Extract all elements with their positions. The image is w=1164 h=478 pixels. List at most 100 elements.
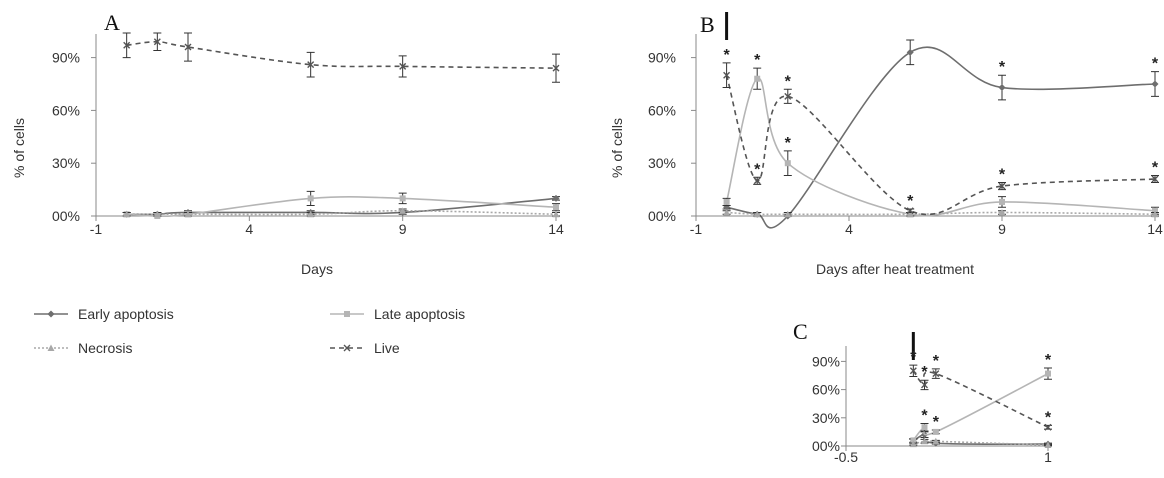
panel-b-data-point-necrosis bbox=[784, 210, 792, 218]
panel-c-series-late: * * * bbox=[909, 352, 1052, 444]
panel-b-data-point-late bbox=[999, 198, 1005, 205]
panel-b-significance-star: * bbox=[785, 73, 792, 90]
panel-b-series-necrosis bbox=[722, 208, 1159, 218]
panel-b-x-tick-label: -1 bbox=[690, 221, 703, 237]
panel-c-x-tick-label: 1 bbox=[1044, 449, 1052, 465]
panel-a-series-line-necrosis bbox=[126, 209, 557, 216]
legend-swatch-marker bbox=[344, 311, 350, 317]
panel-b-significance-star: * bbox=[1152, 160, 1159, 177]
panel-c-significance-star: * bbox=[1045, 352, 1052, 369]
panel-b-data-point-early bbox=[1151, 80, 1159, 88]
panel-a-data-point-live bbox=[153, 38, 161, 46]
panel-b-significance-star: * bbox=[1152, 56, 1159, 73]
panel-c-y-tick-label: 90% bbox=[812, 353, 840, 369]
panel-b-data-point-live bbox=[1151, 175, 1159, 183]
legend-label-early-apoptosis: Early apoptosis bbox=[78, 306, 174, 322]
panel-b-x-tick-label: 9 bbox=[998, 221, 1006, 237]
panel-c-series-necrosis bbox=[909, 437, 1052, 449]
panel-a-series-line-live bbox=[126, 40, 557, 69]
panel-a: A 00% 30% 60% 90% -1 4 9 14 % of cells Days bbox=[11, 10, 564, 277]
panel-c-significance-star: * bbox=[933, 414, 940, 431]
panel-a-data-point-early bbox=[552, 194, 560, 202]
panel-c-series-line-live bbox=[912, 370, 1049, 428]
panel-a-data-point-live bbox=[552, 64, 560, 72]
legend-swatch-marker bbox=[343, 344, 351, 352]
panel-b-letter: B bbox=[700, 12, 715, 37]
panel-b-y-tick-label: 60% bbox=[648, 102, 676, 118]
panel-b-data-point-necrosis bbox=[753, 210, 761, 218]
legend-swatch-marker bbox=[47, 344, 55, 351]
panel-a-data-point-necrosis bbox=[123, 210, 131, 218]
panel-a-data-point-necrosis bbox=[153, 210, 161, 218]
panel-a-y-tick-label: 30% bbox=[52, 155, 80, 171]
legend-item-live: Live bbox=[330, 340, 400, 356]
panel-c-significance-star: * bbox=[921, 364, 928, 381]
panel-b-data-point-early bbox=[998, 84, 1006, 92]
panel-a-x-axis-title: Days bbox=[301, 261, 333, 277]
panel-a-data-point-live bbox=[399, 62, 407, 70]
panel-a-data-point-late bbox=[399, 195, 406, 202]
panel-a-data-point-necrosis bbox=[184, 210, 192, 218]
panel-b-data-point-live bbox=[723, 71, 731, 79]
panel-c-y-tick-label: 60% bbox=[812, 382, 840, 398]
panel-b: B 00% 30% 60% 90% -1 4 9 14 * * * * * * * * * * % of cell… bbox=[609, 12, 1163, 277]
panel-b-series-line-necrosis bbox=[726, 211, 1156, 216]
panel-c-data-point-late bbox=[1045, 370, 1051, 377]
panel-b-y-tick-label: 90% bbox=[648, 50, 676, 66]
panel-a-data-point-live bbox=[307, 61, 315, 69]
panel-a-y-axis-title: % of cells bbox=[11, 118, 27, 178]
panel-c-data-point-necrosis bbox=[1044, 441, 1052, 449]
panel-b-data-point-necrosis bbox=[1151, 210, 1159, 218]
panel-a-x-tick-label: 4 bbox=[245, 221, 253, 237]
panel-c-letter: C bbox=[793, 319, 808, 344]
panel-b-x-axis-title: Days after heat treatment bbox=[816, 261, 974, 277]
panel-a-series-live bbox=[122, 32, 560, 83]
panel-c-data-point-live bbox=[921, 381, 929, 389]
panel-b-data-point-late bbox=[723, 198, 730, 205]
panel-c-data-point-late bbox=[921, 424, 928, 431]
panel-a-y-tick-label: 90% bbox=[52, 50, 80, 66]
panel-b-x-tick-label: 14 bbox=[1147, 221, 1163, 237]
panel-b-data-point-live bbox=[998, 182, 1006, 190]
panel-c-y-tick-label: 30% bbox=[812, 410, 840, 426]
panel-b-data-point-necrosis bbox=[998, 208, 1006, 216]
panel-b-significance-star: * bbox=[723, 47, 730, 64]
panel-c-significance-star: * bbox=[1045, 409, 1052, 426]
panel-b-significance-star: * bbox=[754, 52, 761, 69]
panel-b-data-point-live bbox=[753, 177, 761, 185]
panel-a-y-tick-label: 60% bbox=[52, 102, 80, 118]
panel-c-data-point-necrosis bbox=[909, 440, 917, 448]
panel-b-significance-star: * bbox=[999, 59, 1006, 76]
panel-c-data-point-necrosis bbox=[932, 437, 940, 445]
legend-swatch-marker bbox=[47, 310, 55, 318]
legend-label-late-apoptosis: Late apoptosis bbox=[374, 306, 465, 322]
panel-a-data-point-necrosis bbox=[307, 210, 315, 218]
panel-c-data-point-necrosis bbox=[921, 437, 929, 445]
panel-c-data-point-late bbox=[932, 428, 939, 435]
panel-c-x-tick-label: -0.5 bbox=[834, 449, 858, 465]
legend-label-live: Live bbox=[374, 340, 400, 356]
panel-b-significance-star: * bbox=[754, 161, 761, 178]
panel-b-data-point-late bbox=[1152, 207, 1158, 214]
panel-a-data-point-necrosis bbox=[552, 210, 560, 218]
panel-b-y-axis-title: % of cells bbox=[609, 118, 625, 178]
panel-a-series-necrosis bbox=[122, 207, 560, 218]
panel-b-significance-star: * bbox=[907, 193, 914, 210]
legend: Early apoptosis Late apoptosis Necrosis … bbox=[34, 306, 465, 356]
panel-b-data-point-live bbox=[784, 92, 792, 100]
panel-a-data-point-live bbox=[123, 41, 131, 49]
panel-a-letter: A bbox=[104, 10, 120, 35]
panel-c-data-point-live bbox=[1044, 423, 1052, 431]
panel-a-y-tick-label: 00% bbox=[52, 208, 80, 224]
panel-c-significance-star: * bbox=[933, 353, 940, 370]
panel-b-data-point-necrosis bbox=[723, 208, 731, 216]
panel-b-data-point-late bbox=[754, 75, 761, 82]
panel-b-y-tick-label: 00% bbox=[648, 208, 676, 224]
panel-b-data-point-late bbox=[784, 160, 791, 167]
panel-a-data-point-live bbox=[184, 43, 192, 51]
panel-c-data-point-live bbox=[932, 370, 940, 378]
panel-c-series-line-late bbox=[912, 372, 1049, 441]
panel-c-series-live: * * * * bbox=[909, 349, 1052, 431]
panel-c-significance-star: * bbox=[921, 407, 928, 424]
